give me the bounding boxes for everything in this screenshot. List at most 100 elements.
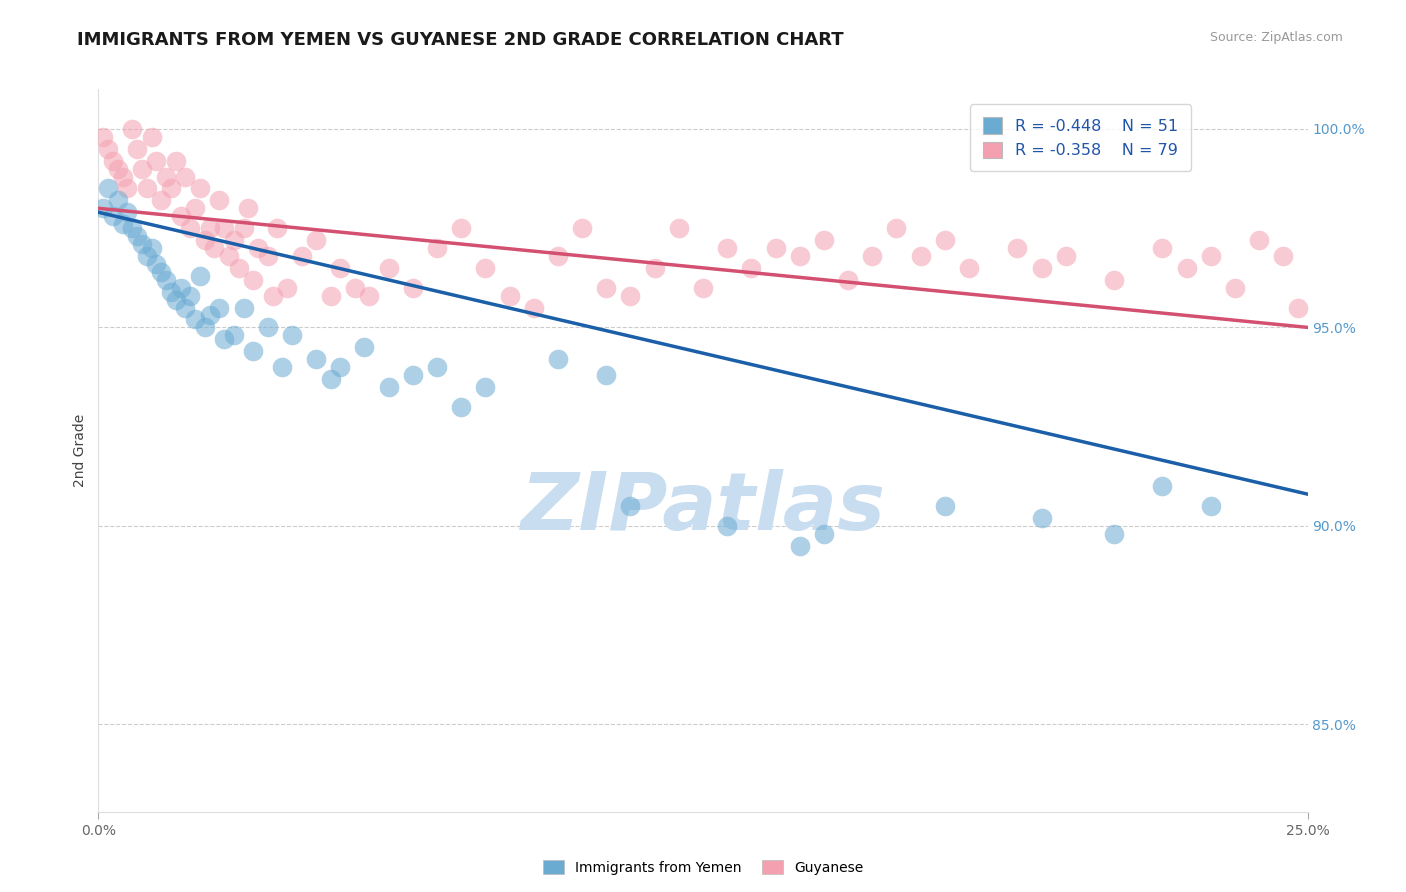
Point (281, 328, 304, 343)
Point (716, 519, 738, 533)
Point (174, 301, 197, 315)
Point (238, 202, 260, 216)
Point (837, 273, 859, 287)
Point (232, 221, 254, 235)
Point (765, 241, 787, 255)
Point (165, 153, 187, 168)
Point (450, 400, 472, 414)
Point (290, 249, 312, 263)
Point (276, 281, 298, 295)
Point (1249, 233, 1271, 247)
Point (329, 360, 352, 375)
Text: IMMIGRANTS FROM YEMEN VS GUYANESE 2ND GRADE CORRELATION CHART: IMMIGRANTS FROM YEMEN VS GUYANESE 2ND GR… (77, 31, 844, 49)
Point (860, 249, 883, 263)
Point (716, 241, 738, 255)
Point (194, 320, 217, 334)
Point (117, 205, 139, 219)
Point (218, 249, 240, 263)
Point (212, 221, 235, 235)
Point (1223, 281, 1246, 295)
Point (271, 360, 294, 375)
Point (111, 217, 134, 231)
Point (426, 360, 449, 375)
Point (547, 352, 569, 367)
Point (498, 288, 520, 302)
Point (135, 249, 157, 263)
Point (256, 320, 278, 334)
Point (107, 194, 129, 208)
Point (127, 142, 149, 156)
Point (426, 241, 449, 255)
Point (377, 380, 399, 394)
Point (242, 344, 264, 359)
Point (305, 352, 328, 367)
Point (155, 273, 177, 287)
Point (194, 233, 217, 247)
Point (101, 153, 124, 168)
Point (547, 249, 569, 263)
Point (523, 301, 546, 315)
Point (789, 539, 811, 553)
Point (160, 285, 183, 299)
Point (208, 194, 231, 208)
Point (343, 281, 366, 295)
Point (169, 209, 191, 223)
Point (619, 499, 641, 513)
Point (474, 260, 496, 275)
Point (934, 233, 956, 247)
Point (204, 241, 226, 255)
Y-axis label: 2nd Grade: 2nd Grade (73, 414, 87, 487)
Point (740, 260, 762, 275)
Point (212, 332, 235, 346)
Text: ZIPatlas: ZIPatlas (520, 469, 886, 548)
Point (1199, 249, 1222, 263)
Point (150, 265, 173, 279)
Point (117, 181, 139, 195)
Point (266, 221, 288, 235)
Point (910, 249, 932, 263)
Point (111, 169, 134, 184)
Point (228, 260, 250, 275)
Point (1286, 301, 1309, 315)
Point (121, 122, 143, 136)
Point (1031, 260, 1053, 275)
Point (1102, 526, 1125, 541)
Legend: Immigrants from Yemen, Guyanese: Immigrants from Yemen, Guyanese (537, 855, 869, 880)
Point (1152, 479, 1174, 493)
Point (1102, 273, 1125, 287)
Point (450, 221, 472, 235)
Point (131, 237, 153, 252)
Point (91, 202, 114, 216)
Point (160, 181, 183, 195)
Point (692, 281, 714, 295)
Point (1031, 511, 1053, 525)
Point (101, 209, 124, 223)
Point (188, 181, 211, 195)
Point (595, 281, 617, 295)
Point (131, 161, 153, 176)
Point (97, 142, 120, 156)
Point (141, 241, 163, 255)
Point (135, 181, 157, 195)
Point (145, 257, 167, 271)
Legend: R = -0.448    N = 51, R = -0.358    N = 79: R = -0.448 N = 51, R = -0.358 N = 79 (970, 104, 1191, 171)
Point (155, 169, 177, 184)
Point (1175, 260, 1198, 275)
Point (1272, 249, 1295, 263)
Point (91, 129, 114, 144)
Point (813, 233, 835, 247)
Point (184, 202, 207, 216)
Point (97, 181, 120, 195)
Point (957, 260, 980, 275)
Point (305, 233, 328, 247)
Point (319, 288, 342, 302)
Point (208, 301, 231, 315)
Point (232, 301, 254, 315)
Point (222, 328, 245, 343)
Point (474, 380, 496, 394)
Point (121, 221, 143, 235)
Point (174, 169, 197, 184)
Point (571, 221, 593, 235)
Point (188, 268, 211, 283)
Point (198, 309, 221, 323)
